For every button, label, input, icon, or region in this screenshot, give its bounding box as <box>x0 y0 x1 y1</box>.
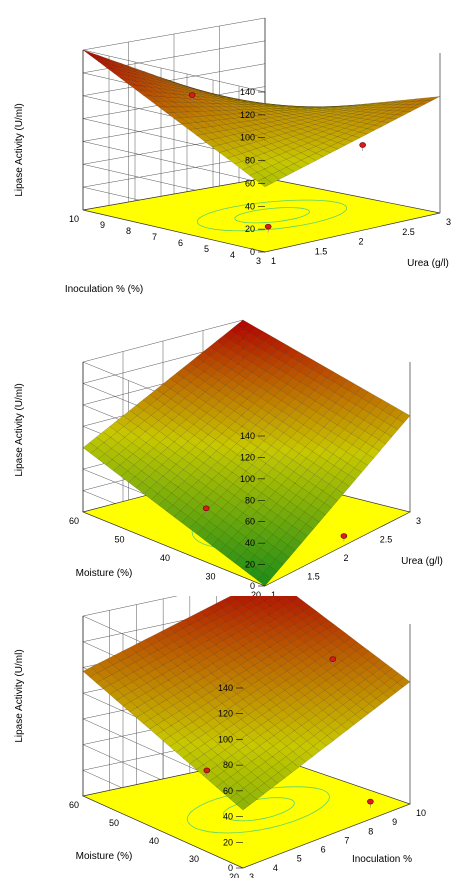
contour-floor <box>82 177 441 253</box>
z-tick-label: 20 <box>245 224 255 234</box>
y-tick-label: 60 <box>69 516 79 526</box>
design-point <box>367 798 374 805</box>
z-tick-label: 60 <box>245 178 255 188</box>
z-tick-label: 140 <box>218 683 233 693</box>
x-tick-label: 3 <box>446 217 451 227</box>
design-point <box>340 533 348 539</box>
x-tick-label: 6 <box>321 845 326 855</box>
y-tick-label: 50 <box>114 535 124 545</box>
design-point <box>188 92 196 98</box>
z-tick-label: 0 <box>228 863 233 873</box>
y-tick-label: 5 <box>204 244 209 254</box>
y-axis-title: Moisture (%) <box>76 851 133 862</box>
y-tick-label: 30 <box>205 572 215 582</box>
design-point <box>359 142 366 148</box>
x-tick-label: 1.5 <box>307 572 320 582</box>
z-tick-label: 40 <box>245 538 255 548</box>
x-axis-title: Urea (g/l) <box>401 556 443 567</box>
design-point <box>203 767 211 774</box>
response-surface <box>82 49 441 188</box>
x-tick-label: 7 <box>344 835 349 845</box>
x-tick-label: 2.5 <box>402 227 415 237</box>
x-tick-label: 1.5 <box>315 246 328 256</box>
z-tick-label: 60 <box>245 517 255 527</box>
z-tick-label: 80 <box>245 495 255 505</box>
x-tick-label: 3 <box>249 872 254 878</box>
z-tick-label: 120 <box>218 709 233 719</box>
design-point <box>264 223 272 230</box>
z-tick-label: 20 <box>245 560 255 570</box>
z-tick-label: 80 <box>245 156 255 166</box>
x-tick-label: 2 <box>359 237 364 247</box>
z-tick-label: 80 <box>223 760 233 770</box>
surface-plot-urea-moisture: 0 20 40 60 80 100 120 140 1 1.5 2 2.5 3 20 30 40 50 60 Lip… <box>0 300 474 596</box>
response-surface <box>82 319 411 587</box>
x-axis-title: Urea (g/l) <box>407 258 449 269</box>
y-tick-label: 8 <box>126 226 131 236</box>
x-tick-label: 4 <box>273 863 278 873</box>
z-tick-label: 100 <box>240 133 255 143</box>
z-tick-label: 20 <box>223 837 233 847</box>
z-tick-label: 140 <box>240 431 255 441</box>
x-tick-label: 5 <box>297 854 302 864</box>
y-tick-label: 20 <box>229 872 239 878</box>
y-axis-title: Inoculation % (%) <box>65 284 143 295</box>
x-tick-label: 10 <box>416 808 426 818</box>
x-tick-label: 9 <box>392 817 397 827</box>
y-tick-label: 30 <box>189 854 199 864</box>
y-tick-label: 9 <box>100 220 105 230</box>
z-axis-title: Lipase Activity (U/ml) <box>14 383 25 476</box>
z-tick-label: 60 <box>223 786 233 796</box>
chart-svg: 0 20 40 60 80 100 120 140 1 1.5 2 2.5 3 3 4 5 6 7 8 9 10 Lipa… <box>14 17 451 295</box>
x-tick-label: 8 <box>368 826 373 836</box>
x-tick-label: 1 <box>271 590 276 596</box>
z-axis-title: Lipase Activity (U/ml) <box>14 103 25 196</box>
z-tick-label: 0 <box>250 247 255 257</box>
y-tick-label: 7 <box>152 232 157 242</box>
x-tick-label: 2.5 <box>380 535 393 545</box>
x-axis-title: Inoculation % <box>352 854 412 865</box>
y-tick-label: 40 <box>149 836 159 846</box>
x-tick-label: 3 <box>416 516 421 526</box>
z-tick-label: 120 <box>240 452 255 462</box>
surface-plot-inoculation-moisture: 0 20 40 60 80 100 120 140 3 4 5 6 7 8 9 10 20 30 40 50 60 Lip… <box>0 596 474 878</box>
y-tick-label: 20 <box>251 590 261 596</box>
y-axis-title: Moisture (%) <box>76 568 133 579</box>
z-tick-label: 40 <box>245 201 255 211</box>
z-tick-label: 100 <box>218 734 233 744</box>
y-tick-label: 3 <box>256 256 261 266</box>
design-point <box>202 505 210 512</box>
chart-svg: 02040608010012014011.522.532030405060Lip… <box>14 319 443 596</box>
response-surface <box>82 596 411 811</box>
chart-svg: 0204060801001201403456789102030405060Lip… <box>14 596 426 878</box>
design-point <box>329 656 337 662</box>
y-tick-label: 10 <box>69 214 79 224</box>
z-tick-label: 40 <box>223 812 233 822</box>
z-axis-title: Lipase Activity (U/ml) <box>14 649 25 742</box>
y-tick-label: 6 <box>178 238 183 248</box>
x-tick-label: 2 <box>344 553 349 563</box>
y-tick-label: 4 <box>230 250 235 260</box>
surface-plot-urea-inoculation: 0 20 40 60 80 100 120 140 1 1.5 2 2.5 3 3 4 5 6 7 8 9 10 Lipa… <box>0 0 474 300</box>
z-tick-label: 140 <box>240 87 255 97</box>
z-tick-label: 120 <box>240 110 255 120</box>
y-tick-label: 50 <box>109 818 119 828</box>
x-tick-label: 1 <box>271 256 276 266</box>
z-tick-label: 0 <box>250 581 255 591</box>
z-tick-label: 100 <box>240 474 255 484</box>
y-tick-label: 40 <box>160 553 170 563</box>
y-tick-label: 60 <box>69 800 79 810</box>
